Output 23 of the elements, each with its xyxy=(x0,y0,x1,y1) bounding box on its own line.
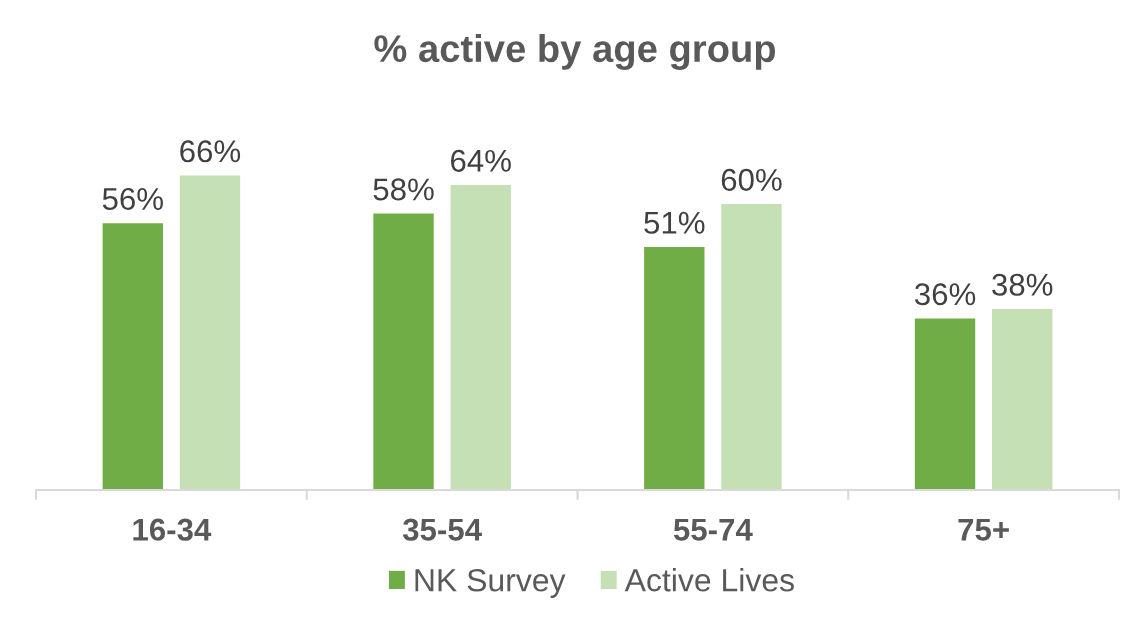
bar xyxy=(644,246,705,490)
data-label: 36% xyxy=(914,283,976,306)
x-tick-label: 35-54 xyxy=(402,518,482,541)
x-tick-label: 16-34 xyxy=(133,518,212,541)
bar xyxy=(179,175,241,490)
bar xyxy=(450,185,511,490)
chart-title: % active by age group xyxy=(374,34,776,70)
data-label: 51% xyxy=(644,211,705,234)
bar xyxy=(102,223,163,490)
bar xyxy=(992,308,1053,490)
data-label: 60% xyxy=(721,168,782,191)
data-label: 58% xyxy=(373,178,434,201)
data-label: 64% xyxy=(451,149,511,172)
data-label: 66% xyxy=(180,140,241,163)
bar xyxy=(721,204,782,490)
legend-label: NK Survey xyxy=(415,568,566,598)
data-label: 38% xyxy=(992,273,1053,296)
legend-label: Active Lives xyxy=(624,568,794,592)
x-tick-label: 75+ xyxy=(958,518,1009,541)
bar xyxy=(373,213,434,490)
bar xyxy=(914,318,976,490)
x-tick-label: 55-74 xyxy=(673,518,753,541)
data-label: 56% xyxy=(102,187,163,211)
